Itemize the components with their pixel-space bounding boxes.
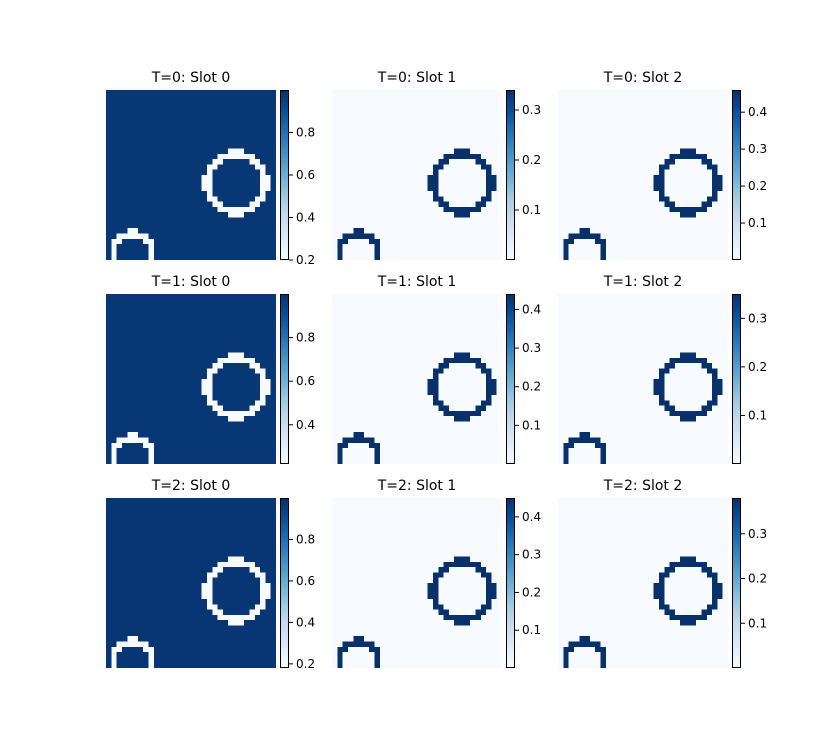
heatmap-image bbox=[332, 294, 502, 464]
colorbar-tick-label: 0.2 bbox=[296, 657, 315, 671]
heatmap-image bbox=[558, 90, 728, 260]
colorbar bbox=[732, 294, 741, 464]
colorbar-tick-label: 0.3 bbox=[522, 103, 541, 117]
colorbar-tick-label: 0.2 bbox=[522, 585, 541, 599]
colorbar-tick-label: 0.8 bbox=[296, 331, 315, 345]
colorbar-tick-label: 0.2 bbox=[296, 253, 315, 267]
colorbar bbox=[280, 498, 289, 668]
colorbar-frame bbox=[732, 294, 741, 464]
colorbar-frame bbox=[732, 498, 741, 668]
heatmap-ring-cells bbox=[111, 556, 271, 668]
heatmap-panel: T=1: Slot 2 0.1 0.2 0.3 bbox=[558, 274, 767, 464]
colorbar-frame bbox=[732, 90, 741, 260]
colorbar bbox=[280, 294, 289, 464]
heatmap-image bbox=[332, 90, 502, 260]
heatmap-ring-cells bbox=[563, 148, 723, 260]
colorbar-tick-label: 0.3 bbox=[748, 527, 767, 541]
colorbar bbox=[732, 90, 741, 260]
panel-title: T=1: Slot 2 bbox=[603, 274, 683, 290]
colorbar bbox=[732, 498, 741, 668]
heatmap-panel: T=0: Slot 1 0.1 0.2 0.3 bbox=[332, 70, 541, 260]
colorbar-tick-label: 0.1 bbox=[522, 203, 541, 217]
colorbar-tick-label: 0.6 bbox=[296, 374, 315, 388]
heatmap-panel: T=2: Slot 1 0.1 0.2 0.3 0.4 bbox=[332, 478, 541, 668]
heatmap-ring-cells bbox=[563, 352, 723, 464]
panel-title: T=1: Slot 0 bbox=[151, 274, 231, 290]
colorbar-frame bbox=[280, 90, 289, 260]
colorbar-tick-label: 0.3 bbox=[748, 142, 767, 156]
panel-title: T=0: Slot 2 bbox=[603, 70, 683, 86]
colorbar-tick-label: 0.2 bbox=[748, 572, 767, 586]
colorbar-tick-label: 0.4 bbox=[296, 615, 315, 629]
colorbar-tick-label: 0.4 bbox=[296, 211, 315, 225]
colorbar-tick-label: 0.3 bbox=[748, 311, 767, 325]
colorbar-frame bbox=[506, 90, 515, 260]
heatmap-panel: T=0: Slot 0 0.2 0.4 0.6 0.8 bbox=[106, 70, 315, 267]
colorbar-tick-label: 0.6 bbox=[296, 574, 315, 588]
colorbar-frame bbox=[280, 294, 289, 464]
colorbar-tick-label: 0.2 bbox=[748, 179, 767, 193]
heatmap-image bbox=[558, 294, 728, 464]
colorbar-tick-label: 0.8 bbox=[296, 532, 315, 546]
colorbar bbox=[506, 294, 515, 464]
heatmap-ring-cells bbox=[337, 556, 497, 668]
colorbar-tick-label: 0.4 bbox=[522, 302, 541, 316]
colorbar-tick-label: 0.8 bbox=[296, 126, 315, 140]
heatmap-ring-cells bbox=[563, 556, 723, 668]
colorbar-tick-label: 0.1 bbox=[748, 616, 767, 630]
colorbar bbox=[280, 90, 289, 260]
colorbar-tick-label: 0.2 bbox=[522, 153, 541, 167]
panel-title: T=2: Slot 2 bbox=[603, 478, 683, 494]
colorbar-tick-label: 0.3 bbox=[522, 341, 541, 355]
heatmap-image bbox=[558, 498, 728, 668]
heatmap-image bbox=[106, 294, 276, 464]
heatmap-panel: T=0: Slot 2 0.1 0.2 0.3 0.4 bbox=[558, 70, 767, 260]
colorbar-tick-label: 0.2 bbox=[522, 380, 541, 394]
panel-title: T=1: Slot 1 bbox=[377, 274, 457, 290]
heatmap-image bbox=[332, 498, 502, 668]
panel-title: T=2: Slot 1 bbox=[377, 478, 457, 494]
colorbar-tick-label: 0.1 bbox=[748, 216, 767, 230]
colorbar-tick-label: 0.3 bbox=[522, 548, 541, 562]
colorbar-tick-label: 0.1 bbox=[522, 418, 541, 432]
colorbar-frame bbox=[506, 498, 515, 668]
colorbar-tick-label: 0.4 bbox=[296, 418, 315, 432]
colorbar-tick-label: 0.4 bbox=[522, 510, 541, 524]
heatmap-panel: T=2: Slot 0 0.2 0.4 0.6 0.8 bbox=[106, 478, 315, 671]
heatmap-ring-cells bbox=[111, 352, 271, 464]
heatmap-image bbox=[106, 498, 276, 668]
panel-title: T=2: Slot 0 bbox=[151, 478, 231, 494]
colorbar bbox=[506, 498, 515, 668]
heatmap-panel: T=1: Slot 0 0.4 0.6 0.8 bbox=[106, 274, 315, 464]
colorbar-tick-label: 0.2 bbox=[748, 360, 767, 374]
heatmap-ring-cells bbox=[337, 148, 497, 260]
colorbar-tick-label: 0.4 bbox=[748, 105, 767, 119]
colorbar-tick-label: 0.6 bbox=[296, 168, 315, 182]
colorbar bbox=[506, 90, 515, 260]
heatmap-ring-cells bbox=[111, 148, 271, 260]
colorbar-tick-label: 0.1 bbox=[748, 408, 767, 422]
colorbar-frame bbox=[280, 498, 289, 668]
heatmap-panel: T=1: Slot 1 0.1 0.2 0.3 0.4 bbox=[332, 274, 541, 464]
heatmap-ring-cells bbox=[337, 352, 497, 464]
panel-title: T=0: Slot 0 bbox=[151, 70, 231, 86]
colorbar-tick-label: 0.1 bbox=[522, 623, 541, 637]
panel-title: T=0: Slot 1 bbox=[377, 70, 457, 86]
heatmap-panel: T=2: Slot 2 0.1 0.2 0.3 bbox=[558, 478, 767, 668]
colorbar-frame bbox=[506, 294, 515, 464]
heatmap-image bbox=[106, 90, 276, 260]
